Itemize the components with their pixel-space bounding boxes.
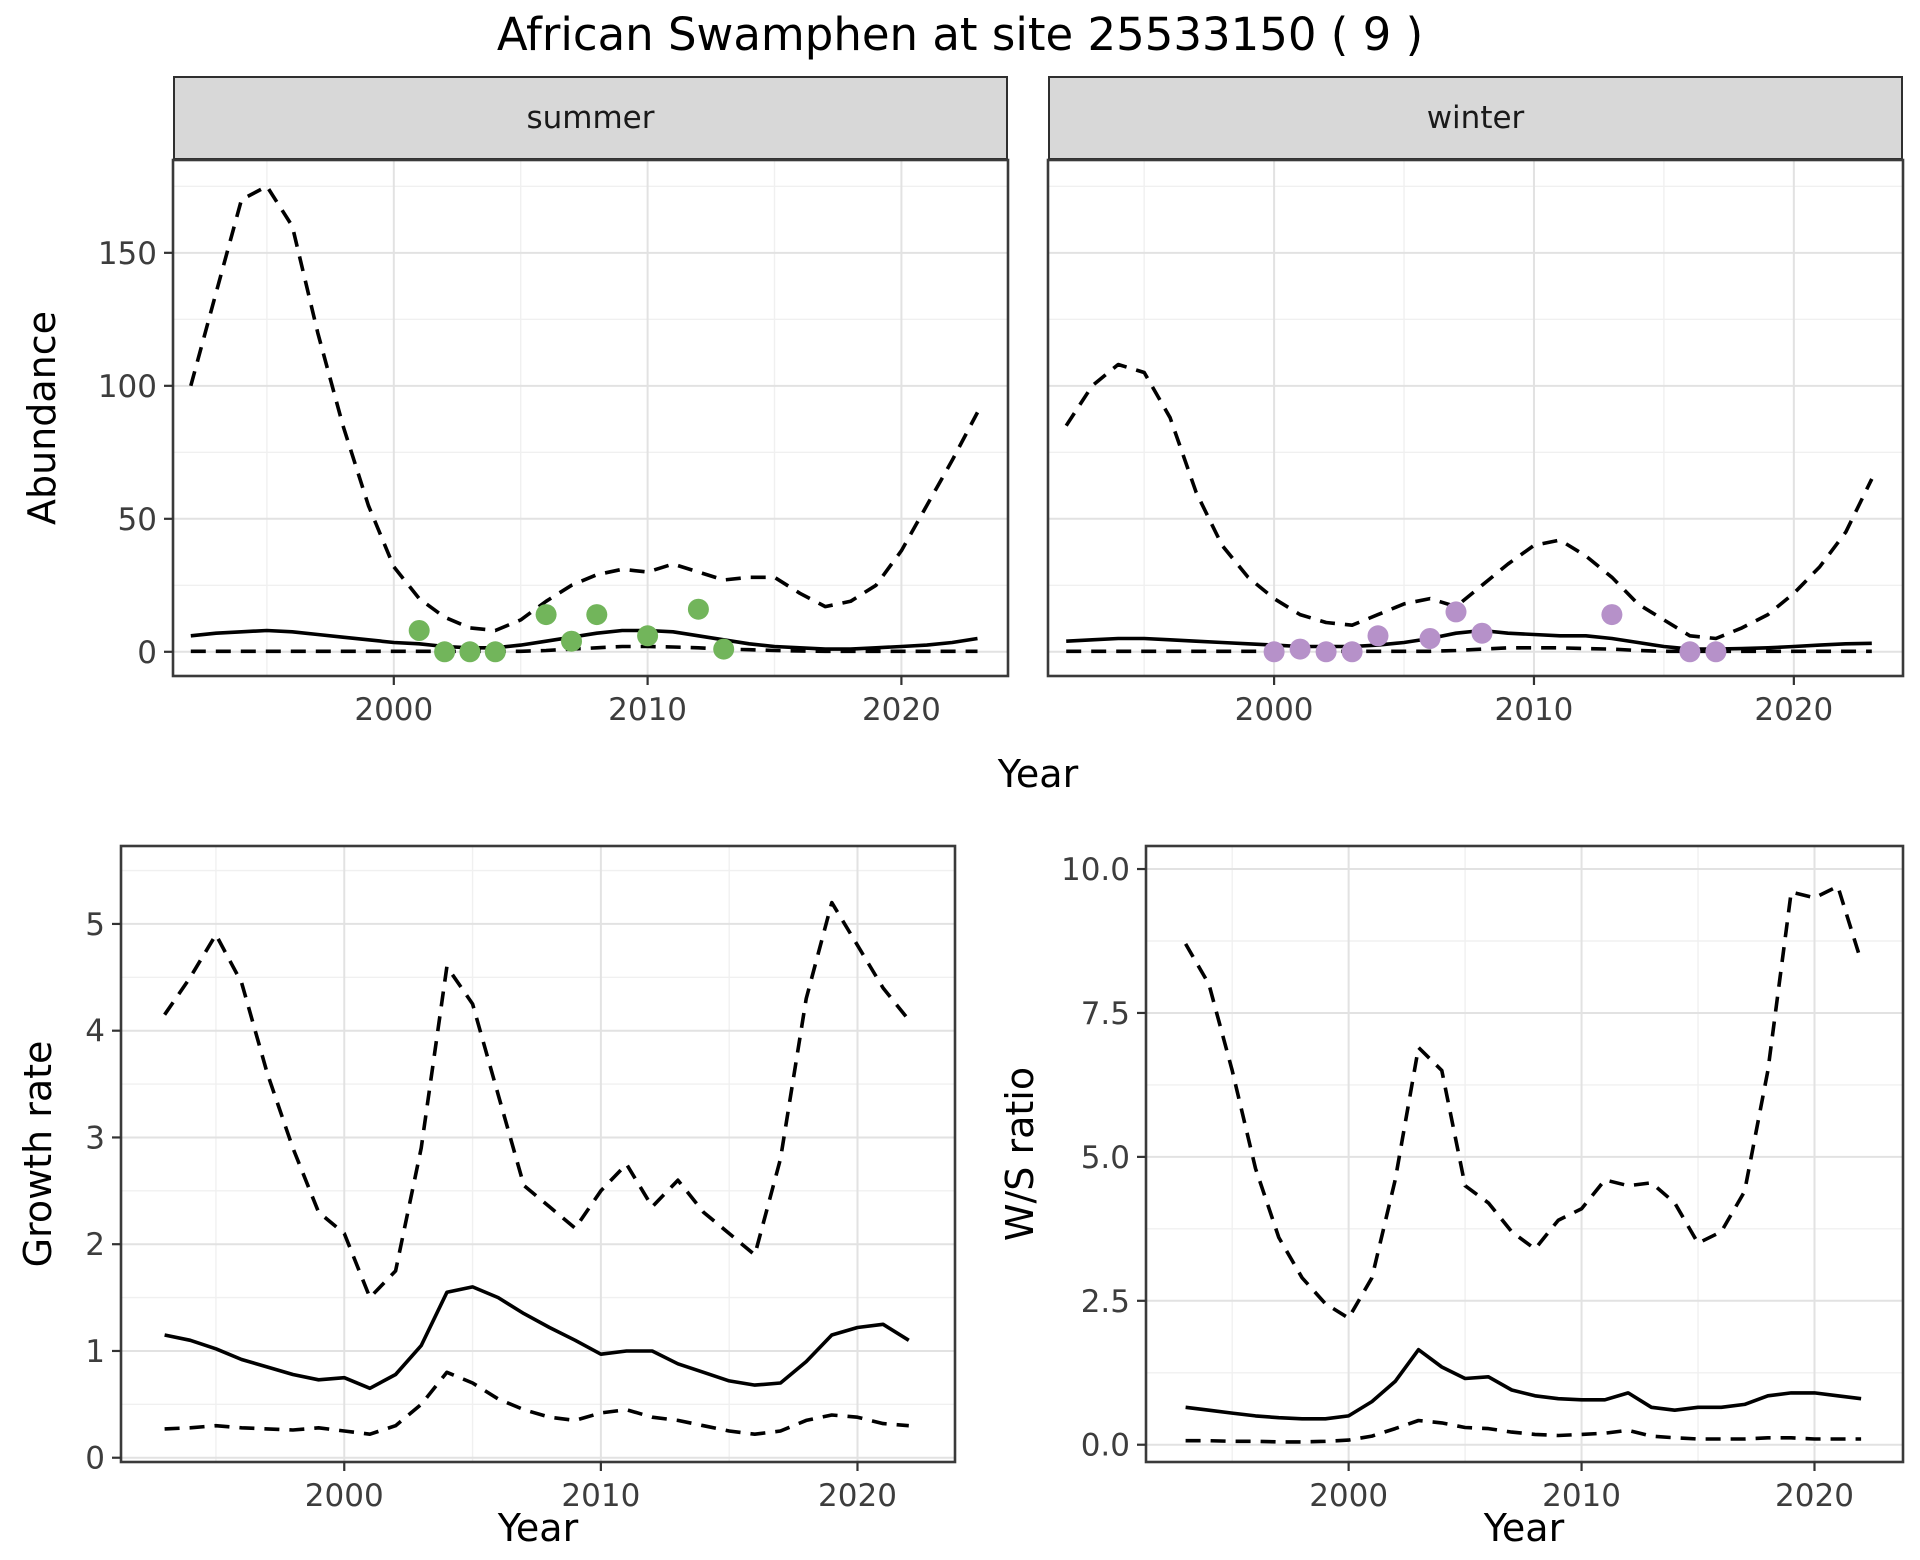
abundance-axis-title: Abundance — [20, 310, 64, 526]
y-tick-label: 1 — [85, 1334, 105, 1370]
data-point — [561, 630, 582, 652]
lower_ci-line — [190, 644, 978, 654]
panel-border — [119, 844, 957, 1464]
upper_ci-line — [1184, 884, 1863, 1320]
ws-ratio-panel: 2000 2010 2020 0.0 2.5 5.0 7.5 10.0 — [1061, 844, 1905, 1514]
data-point — [535, 604, 557, 626]
facet-strip-winter: winter — [1048, 76, 1903, 160]
data-point — [1263, 641, 1285, 663]
lower_ci-line — [164, 1370, 909, 1437]
y-tick-label: 4 — [85, 1014, 105, 1050]
panel-background — [1146, 846, 1903, 1462]
panel-background — [121, 846, 955, 1462]
facet-strip-summer-label: summer — [526, 100, 655, 136]
x-tick-label: 2020 — [862, 692, 941, 728]
growth-rate-axis-title: Growth rate — [16, 1040, 60, 1268]
data-point — [1315, 641, 1337, 663]
summer-abundance-panel: 2000 2010 2020 0 50 100 150 — [98, 158, 1010, 728]
growth-year-axis-title: Year — [497, 1506, 579, 1550]
x-tick-label: 2010 — [561, 1478, 640, 1514]
data-point — [1679, 641, 1701, 663]
top-year-axis-title: Year — [997, 752, 1079, 796]
y-tick-label: 0 — [137, 635, 157, 671]
lower_ci-line — [1066, 645, 1872, 654]
x-tick-label: 2000 — [1309, 1478, 1388, 1514]
y-tick-label: 50 — [118, 502, 157, 538]
mean-line — [1185, 1347, 1862, 1421]
panel-background — [1048, 160, 1903, 676]
y-tick-label: 3 — [85, 1120, 105, 1156]
facet-strip-winter-label: winter — [1426, 100, 1525, 136]
x-tick-label: 2000 — [354, 692, 433, 728]
panel-border — [1046, 158, 1905, 678]
ws-year-axis-title: Year — [1483, 1506, 1565, 1550]
x-tick-label: 2010 — [1495, 692, 1574, 728]
x-tick-label: 2000 — [305, 1478, 384, 1514]
data-point — [1367, 625, 1389, 647]
data-point — [1289, 638, 1311, 660]
x-tick-label: 2000 — [1235, 692, 1314, 728]
data-point — [687, 598, 709, 620]
y-tick-label: 2.5 — [1081, 1284, 1130, 1320]
data-point — [1705, 641, 1727, 663]
data-point — [586, 604, 608, 626]
y-tick-label: 100 — [98, 369, 157, 405]
data-point — [1601, 604, 1623, 626]
data-point — [434, 641, 456, 663]
y-tick-label: 0.0 — [1081, 1428, 1130, 1464]
y-tick-label: 7.5 — [1081, 996, 1130, 1032]
x-tick-label: 2020 — [1775, 1478, 1854, 1514]
upper_ci-line — [163, 900, 911, 1300]
y-tick-label: 5.0 — [1081, 1140, 1130, 1176]
x-tick-label: 2010 — [1542, 1478, 1621, 1514]
x-tick-label: 2020 — [1754, 692, 1833, 728]
ws-ratio-axis-title: W/S ratio — [998, 1066, 1042, 1242]
x-tick-label: 2020 — [818, 1478, 897, 1514]
data-point — [713, 638, 735, 660]
mean-line — [164, 1285, 910, 1391]
y-tick-label: 150 — [98, 236, 157, 272]
y-tick-label: 2 — [85, 1227, 105, 1263]
data-point — [1341, 641, 1363, 663]
lower_ci-line — [1185, 1418, 1862, 1444]
panel-border — [171, 158, 1010, 678]
mean-line — [1066, 628, 1872, 651]
y-tick-label: 0 — [85, 1441, 105, 1477]
winter-abundance-panel: 2000 2010 2020 — [1046, 158, 1905, 728]
data-point — [1471, 622, 1493, 644]
mean-line — [190, 628, 978, 651]
data-point — [637, 625, 659, 647]
y-tick-label: 5 — [85, 907, 105, 943]
figure-title: African Swamphen at site 25533150 ( 9 ) — [496, 8, 1424, 61]
y-tick-label: 10.0 — [1061, 852, 1130, 888]
panel-background — [173, 160, 1008, 676]
data-point — [408, 620, 430, 641]
data-point — [1445, 601, 1467, 623]
upper_ci-line — [1064, 362, 1874, 641]
upper_ci-line — [189, 184, 980, 633]
x-tick-label: 2010 — [608, 692, 687, 728]
panel-border — [1144, 844, 1905, 1464]
facet-strip-summer: summer — [173, 76, 1008, 160]
data-point — [484, 641, 506, 663]
growth-rate-panel: 2000 2010 2020 0 1 2 3 4 5 — [85, 844, 957, 1514]
data-point — [1419, 628, 1441, 649]
data-point — [459, 641, 481, 663]
